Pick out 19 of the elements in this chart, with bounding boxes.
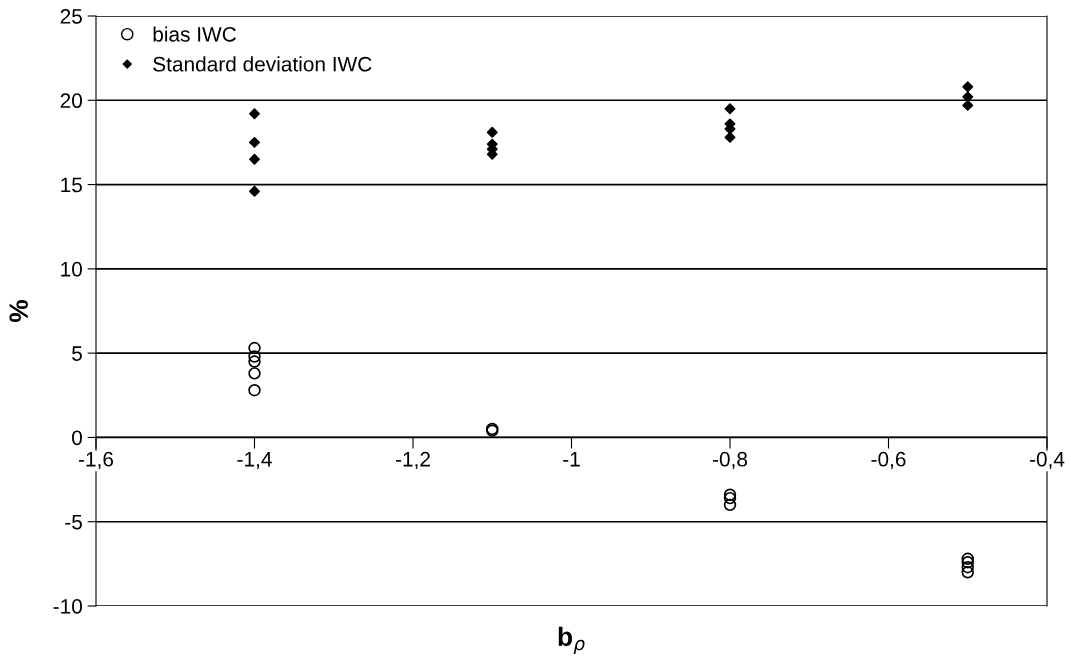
x-tick-label: -1,4 (237, 452, 272, 470)
y-axis-title: % (9, 299, 28, 323)
y-tick-label: -10 (53, 599, 82, 614)
legend-label: bias IWC (153, 26, 236, 42)
x-tick-label: -1 (563, 452, 580, 467)
y-tick-label: 25 (60, 9, 82, 24)
y-tick-label: 15 (61, 177, 82, 193)
x-axis-title: b$_{ρ}$ (558, 626, 585, 654)
x-tick-label: -0,8 (712, 451, 748, 470)
legend-label: Standard deviation IWC (153, 56, 372, 72)
y-tick-label: 0 (72, 430, 82, 446)
y-tick-label: 10 (61, 261, 82, 277)
x-tick-label: -0,4 (1029, 451, 1065, 470)
y-tick-label: -5 (65, 514, 82, 530)
x-tick-label: -0,6 (871, 451, 906, 470)
x-tick-label: -1,6 (78, 451, 114, 470)
y-tick-label: 5 (72, 346, 82, 361)
x-tick-label: -1,2 (395, 451, 430, 470)
y-tick-label: 20 (60, 93, 82, 109)
